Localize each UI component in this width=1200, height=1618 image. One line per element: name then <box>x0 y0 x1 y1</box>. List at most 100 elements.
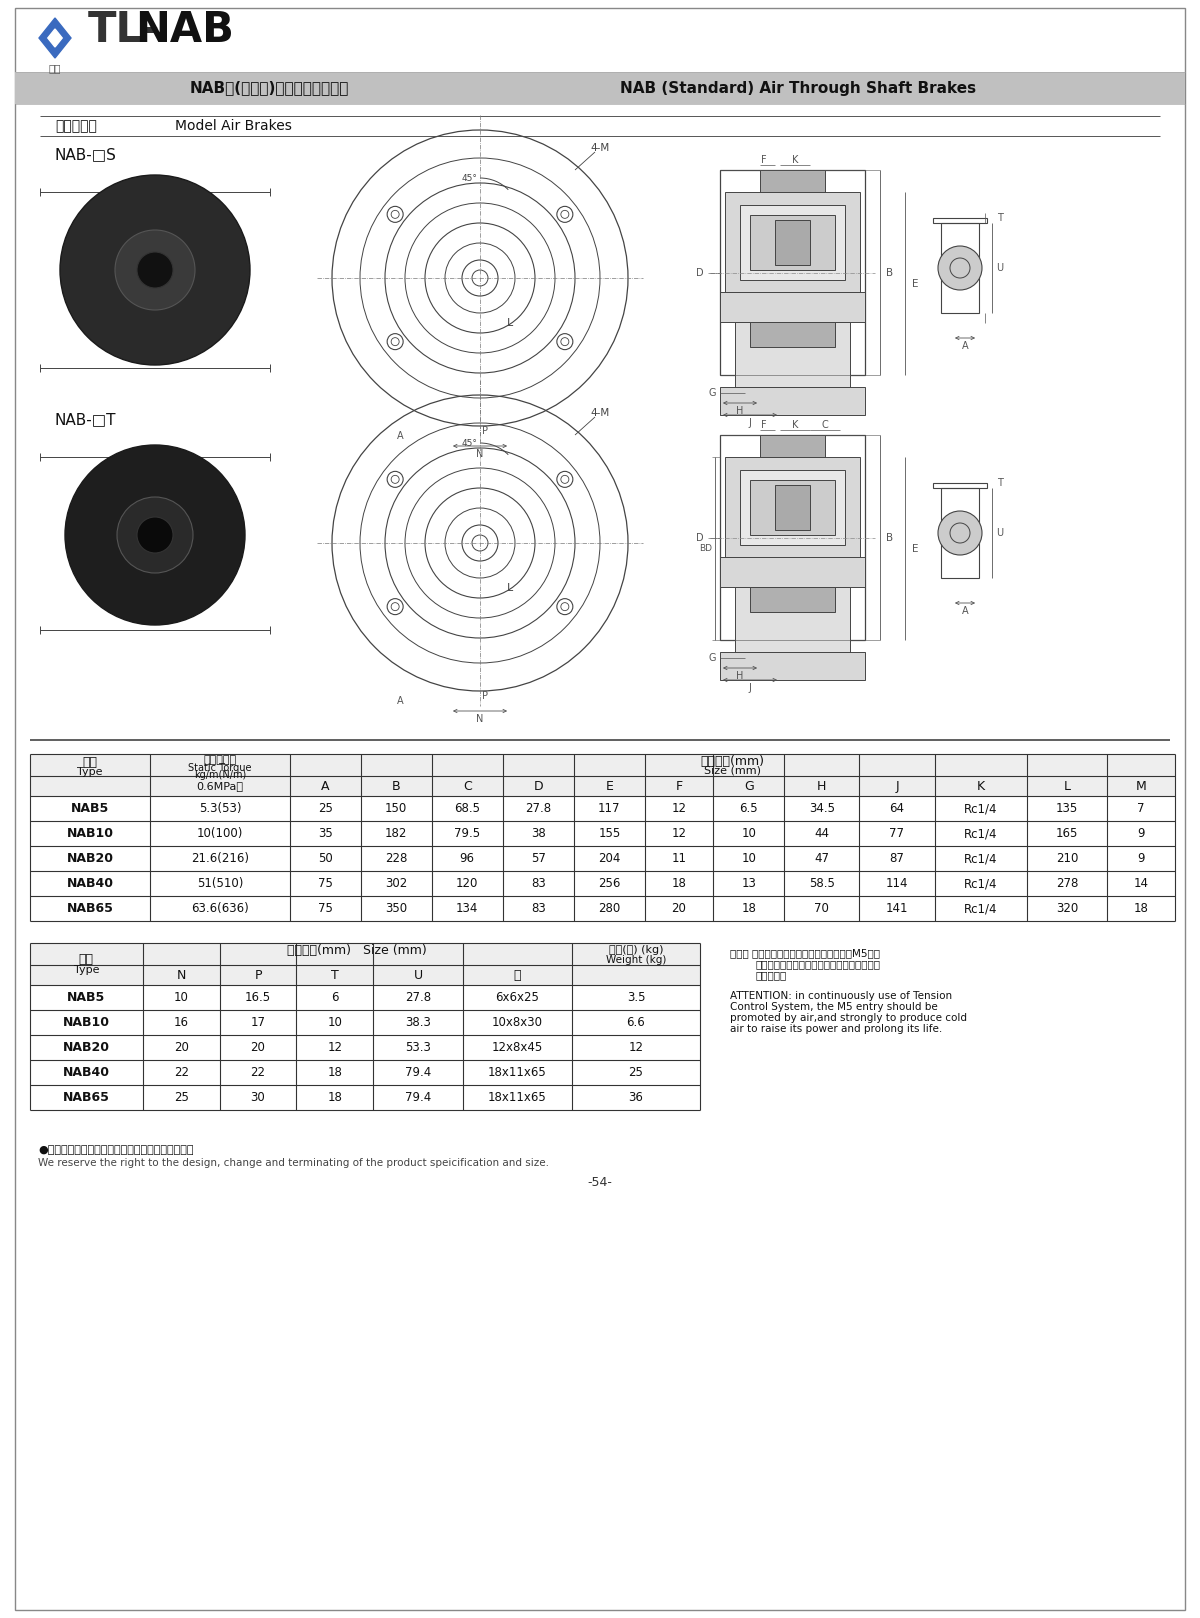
Bar <box>30 754 1175 796</box>
Text: 主要尺寸(mm): 主要尺寸(mm) <box>701 754 764 767</box>
Text: 22: 22 <box>251 1066 265 1079</box>
Text: 20: 20 <box>174 1040 188 1053</box>
Text: D: D <box>696 532 704 542</box>
Bar <box>934 218 986 223</box>
Bar <box>725 193 860 291</box>
Text: 18: 18 <box>672 877 686 890</box>
Text: 6.6: 6.6 <box>626 1016 646 1029</box>
Text: 18: 18 <box>328 1091 342 1103</box>
Text: 114: 114 <box>886 877 908 890</box>
Circle shape <box>137 252 173 288</box>
Text: 182: 182 <box>385 827 407 840</box>
Text: K: K <box>792 155 798 165</box>
Text: 18x11x65: 18x11x65 <box>488 1091 547 1103</box>
Text: 38.3: 38.3 <box>406 1016 431 1029</box>
Text: We reserve the right to the design, change and terminating of the product speici: We reserve the right to the design, chan… <box>38 1158 550 1168</box>
Text: 228: 228 <box>385 853 407 866</box>
Text: P: P <box>254 969 262 982</box>
Text: 12: 12 <box>672 827 686 840</box>
Polygon shape <box>48 29 62 47</box>
Text: E: E <box>912 278 918 288</box>
Text: 302: 302 <box>385 877 407 890</box>
Text: air to raise its power and prolong its life.: air to raise its power and prolong its l… <box>730 1024 942 1034</box>
Text: 278: 278 <box>1056 877 1079 890</box>
Text: G: G <box>708 654 715 663</box>
Text: 79.4: 79.4 <box>406 1066 431 1079</box>
Text: Type: Type <box>73 964 100 976</box>
Text: 18x11x65: 18x11x65 <box>488 1066 547 1079</box>
Text: NAB-□T: NAB-□T <box>55 413 116 427</box>
Text: 34.5: 34.5 <box>809 803 835 815</box>
Polygon shape <box>38 18 71 58</box>
Text: promoted by air,and strongly to produce cold: promoted by air,and strongly to produce … <box>730 1013 967 1023</box>
Bar <box>720 170 865 375</box>
Text: 9: 9 <box>1138 827 1145 840</box>
Text: Rc1/4: Rc1/4 <box>965 853 997 866</box>
Bar <box>775 456 810 472</box>
Text: 17: 17 <box>251 1016 265 1029</box>
Text: 280: 280 <box>599 901 620 916</box>
Text: P: P <box>482 426 488 435</box>
Text: F: F <box>761 155 767 165</box>
Circle shape <box>60 175 250 366</box>
Text: H: H <box>737 671 744 681</box>
Text: 25: 25 <box>174 1091 188 1103</box>
Text: 134: 134 <box>456 901 479 916</box>
Text: C: C <box>822 421 828 430</box>
Text: B: B <box>392 780 401 793</box>
Text: 5.3(53): 5.3(53) <box>199 803 241 815</box>
Text: 10(100): 10(100) <box>197 827 244 840</box>
Text: 77: 77 <box>889 827 905 840</box>
Bar <box>734 587 850 652</box>
Text: 79.5: 79.5 <box>454 827 480 840</box>
Bar <box>740 469 845 545</box>
Text: 210: 210 <box>1056 853 1079 866</box>
Text: Rc1/4: Rc1/4 <box>965 803 997 815</box>
Bar <box>720 557 865 587</box>
Text: 7: 7 <box>1138 803 1145 815</box>
Text: 台菱: 台菱 <box>49 63 61 73</box>
Text: 10x8x30: 10x8x30 <box>492 1016 542 1029</box>
Text: 12: 12 <box>629 1040 643 1053</box>
Text: A: A <box>397 430 403 442</box>
Bar <box>750 481 835 536</box>
Bar <box>720 435 865 641</box>
Text: NAB10: NAB10 <box>62 1016 110 1029</box>
Text: -54-: -54- <box>588 1176 612 1189</box>
Text: 350: 350 <box>385 901 407 916</box>
Text: 58.5: 58.5 <box>809 877 835 890</box>
Bar <box>780 207 805 217</box>
Text: 22: 22 <box>174 1066 188 1079</box>
Text: A: A <box>961 341 968 351</box>
Text: NAB (Standard) Air Through Shaft Brakes: NAB (Standard) Air Through Shaft Brakes <box>620 81 976 95</box>
Text: Rc1/4: Rc1/4 <box>965 877 997 890</box>
Text: 20: 20 <box>251 1040 265 1053</box>
Text: 型號: 型號 <box>83 756 97 769</box>
Text: A: A <box>320 780 329 793</box>
Text: J: J <box>895 780 899 793</box>
Text: 6.5: 6.5 <box>739 803 758 815</box>
Text: 13: 13 <box>742 877 756 890</box>
Text: A: A <box>397 696 403 705</box>
Text: NAB: NAB <box>134 10 234 52</box>
Text: 87: 87 <box>889 853 905 866</box>
Text: 75: 75 <box>318 901 332 916</box>
Circle shape <box>938 511 982 555</box>
Text: U: U <box>996 527 1003 539</box>
Text: K: K <box>792 421 798 430</box>
Text: 16.5: 16.5 <box>245 990 271 1005</box>
Text: 20: 20 <box>672 901 686 916</box>
Text: NAB5: NAB5 <box>67 990 106 1005</box>
Text: Rc1/4: Rc1/4 <box>965 901 997 916</box>
Text: F: F <box>676 780 683 793</box>
Text: 155: 155 <box>599 827 620 840</box>
Text: NAB40: NAB40 <box>62 1066 110 1079</box>
Bar <box>720 291 865 322</box>
Text: 64: 64 <box>889 803 905 815</box>
Text: Weight (kg): Weight (kg) <box>606 955 666 964</box>
Text: 120: 120 <box>456 877 479 890</box>
Text: L: L <box>506 319 514 328</box>
Text: 14: 14 <box>1133 877 1148 890</box>
Text: NAB型(標準型)空壓通軸式制動器: NAB型(標準型)空壓通軸式制動器 <box>190 81 349 95</box>
Text: J: J <box>749 417 751 429</box>
